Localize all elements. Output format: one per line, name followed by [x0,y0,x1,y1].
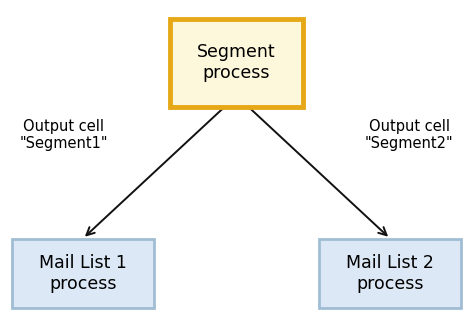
Text: Output cell
"Segment1": Output cell "Segment1" [19,119,108,151]
Text: Mail List 1
process: Mail List 1 process [39,254,127,293]
Text: Mail List 2
process: Mail List 2 process [346,254,434,293]
FancyBboxPatch shape [319,239,461,308]
FancyBboxPatch shape [12,239,154,308]
Text: Output cell
"Segment2": Output cell "Segment2" [365,119,454,151]
FancyBboxPatch shape [170,19,303,107]
Text: Segment
process: Segment process [197,43,276,82]
